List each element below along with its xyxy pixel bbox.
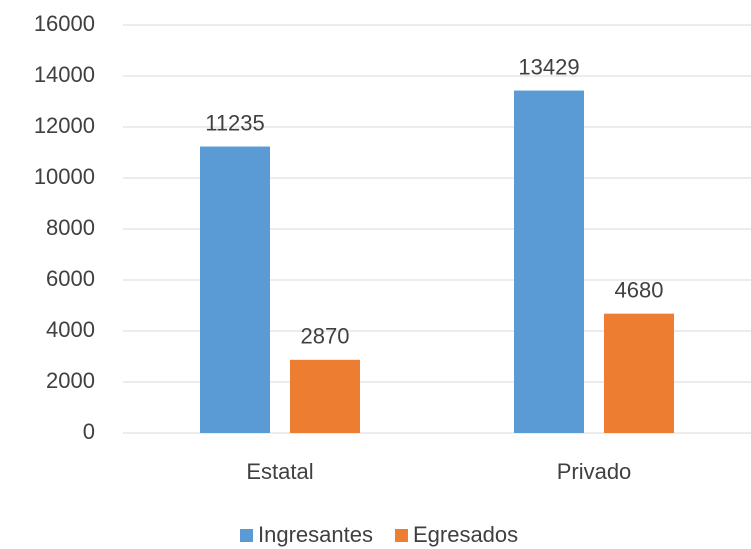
y-tick-label: 8000 (46, 215, 95, 240)
x-tick-label: Estatal (246, 459, 313, 484)
bar (604, 313, 674, 433)
bar (200, 146, 270, 433)
x-tick-label: Privado (557, 459, 632, 484)
y-tick-label: 10000 (34, 164, 95, 189)
legend-swatch (240, 529, 253, 542)
y-tick-label: 2000 (46, 368, 95, 393)
bar (514, 90, 584, 434)
y-tick-label: 6000 (46, 266, 95, 291)
data-label: 13429 (518, 54, 579, 79)
data-label: 2870 (301, 324, 350, 349)
y-tick-label: 4000 (46, 317, 95, 342)
legend-swatch (394, 529, 408, 542)
legend-label: Egresados (413, 522, 518, 547)
data-label: 4680 (615, 277, 664, 302)
y-tick-label: 16000 (34, 11, 95, 36)
bar (290, 359, 360, 433)
y-tick-label: 12000 (34, 113, 95, 138)
data-label: 11235 (205, 110, 265, 135)
legend-label: Ingresantes (258, 522, 373, 547)
y-tick-label: 14000 (34, 62, 95, 87)
y-tick-label: 0 (83, 419, 95, 444)
